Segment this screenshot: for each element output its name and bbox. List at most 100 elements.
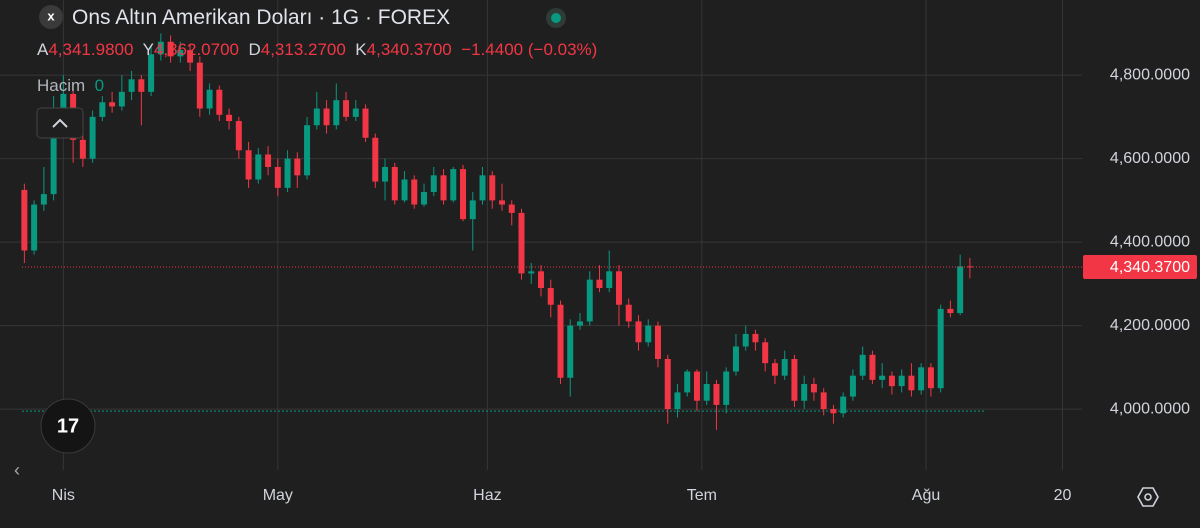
- volume-label: Hacim: [37, 76, 86, 95]
- candle-body: [118, 91, 125, 107]
- candle-body: [596, 279, 603, 289]
- x-tick-label: Tem: [687, 487, 717, 504]
- candle-body: [235, 121, 242, 151]
- candle-body: [528, 271, 535, 274]
- volume-value: 0: [94, 76, 105, 95]
- candle-body: [849, 375, 856, 397]
- candle-body: [138, 79, 145, 92]
- ohlc-value: 4,341.9800: [48, 40, 134, 59]
- candle-body: [489, 175, 496, 201]
- candle-body: [187, 50, 194, 63]
- candle-body: [421, 192, 428, 205]
- candle-body: [157, 41, 164, 55]
- candle-body: [567, 325, 574, 378]
- ohlc-value: 4,313.2700: [260, 40, 346, 59]
- scroll-left[interactable]: ‹: [14, 460, 20, 480]
- ohlc-value: 4,340.3700: [366, 40, 452, 59]
- candle-body: [693, 371, 700, 401]
- x-tick-label: Ağu: [912, 487, 940, 504]
- candle-body: [216, 89, 223, 115]
- candle-body: [713, 384, 720, 405]
- candle-body: [411, 179, 418, 205]
- candle-body: [762, 342, 769, 364]
- candle-body: [723, 371, 730, 405]
- candle-body: [732, 346, 739, 372]
- candle-body: [274, 166, 281, 188]
- candle-body: [518, 212, 525, 274]
- tv-logo[interactable]: [40, 398, 96, 454]
- candle-body: [391, 166, 398, 201]
- close-icon: x: [47, 8, 55, 23]
- candle-body: [401, 179, 408, 201]
- candle-body: [547, 288, 554, 305]
- axes: 4,000.0000 4,200.0000 4,400.0000 4,600.0000…: [52, 66, 1197, 504]
- candle-body: [255, 154, 262, 180]
- candle-body: [333, 100, 340, 126]
- candle-body: [450, 169, 457, 201]
- candle-body: [898, 375, 905, 387]
- candle-body: [430, 175, 437, 193]
- collapse-button[interactable]: [36, 107, 84, 139]
- candle-body: [810, 384, 817, 393]
- candle-body: [654, 325, 661, 359]
- candle-body: [879, 375, 886, 380]
- ohlc-name: A: [37, 40, 49, 59]
- change-percent: (−0.03%): [527, 40, 598, 59]
- status-dot: [551, 13, 561, 23]
- candle-body: [635, 321, 642, 343]
- candle-body: [508, 204, 515, 213]
- candle-body: [869, 354, 876, 380]
- candle-body: [830, 409, 837, 414]
- candle-body: [859, 354, 866, 376]
- candle-body: [50, 129, 57, 195]
- candle-body: [576, 321, 583, 326]
- change: −1.4400: [461, 40, 524, 59]
- settings-icon[interactable]: [1137, 487, 1159, 507]
- candle-body: [382, 166, 389, 182]
- candle-body: [957, 266, 964, 314]
- candle-body: [226, 114, 233, 122]
- close-button[interactable]: [39, 5, 63, 29]
- candle-body: [265, 154, 272, 167]
- y-tick-label: 4,200.0000: [1110, 317, 1190, 334]
- candle-body: [840, 396, 847, 414]
- ohlc-name: K: [355, 40, 367, 59]
- candle-body: [791, 358, 798, 401]
- candle-body: [606, 271, 613, 289]
- ohlc-legend: A4,341.9800 Y4,362.0700 D4,313.2700 K4,3…: [37, 40, 597, 60]
- candle-body: [703, 384, 710, 401]
- candle-body: [148, 54, 155, 92]
- chart-title: Ons Altın Amerikan Doları · 1G · FOREX: [72, 6, 451, 29]
- candle-body: [888, 375, 895, 387]
- candle-body: [499, 200, 506, 205]
- candle-body: [304, 125, 311, 176]
- candle-body: [664, 358, 671, 410]
- y-tick-label: 4,400.0000: [1110, 233, 1190, 250]
- candle-body: [927, 367, 934, 389]
- candle-body: [40, 194, 47, 205]
- candle-body: [752, 333, 759, 343]
- ohlc-name: Y: [142, 40, 154, 59]
- x-tick-label: Haz: [473, 487, 501, 504]
- y-tick-label: 4,800.0000: [1110, 66, 1190, 83]
- candles: [21, 33, 1082, 430]
- ohlc-name: D: [248, 40, 261, 59]
- x-tick-label: 20: [1054, 487, 1072, 504]
- candle-body: [343, 100, 350, 117]
- candle-body: [460, 169, 467, 220]
- candle-body: [781, 358, 788, 376]
- last-price-tag: [1083, 255, 1197, 280]
- candle-body: [323, 108, 330, 126]
- candle-body: [128, 79, 135, 92]
- candle-body: [352, 108, 359, 117]
- x-tick-label: May: [263, 487, 293, 504]
- candle-body: [206, 89, 213, 109]
- candle-body: [177, 50, 184, 57]
- candle-body: [31, 204, 38, 251]
- collapse-icon: [52, 118, 68, 128]
- candle-body: [586, 279, 593, 322]
- candle-body: [918, 367, 925, 391]
- candle-body: [947, 308, 954, 314]
- candle-body: [294, 158, 301, 176]
